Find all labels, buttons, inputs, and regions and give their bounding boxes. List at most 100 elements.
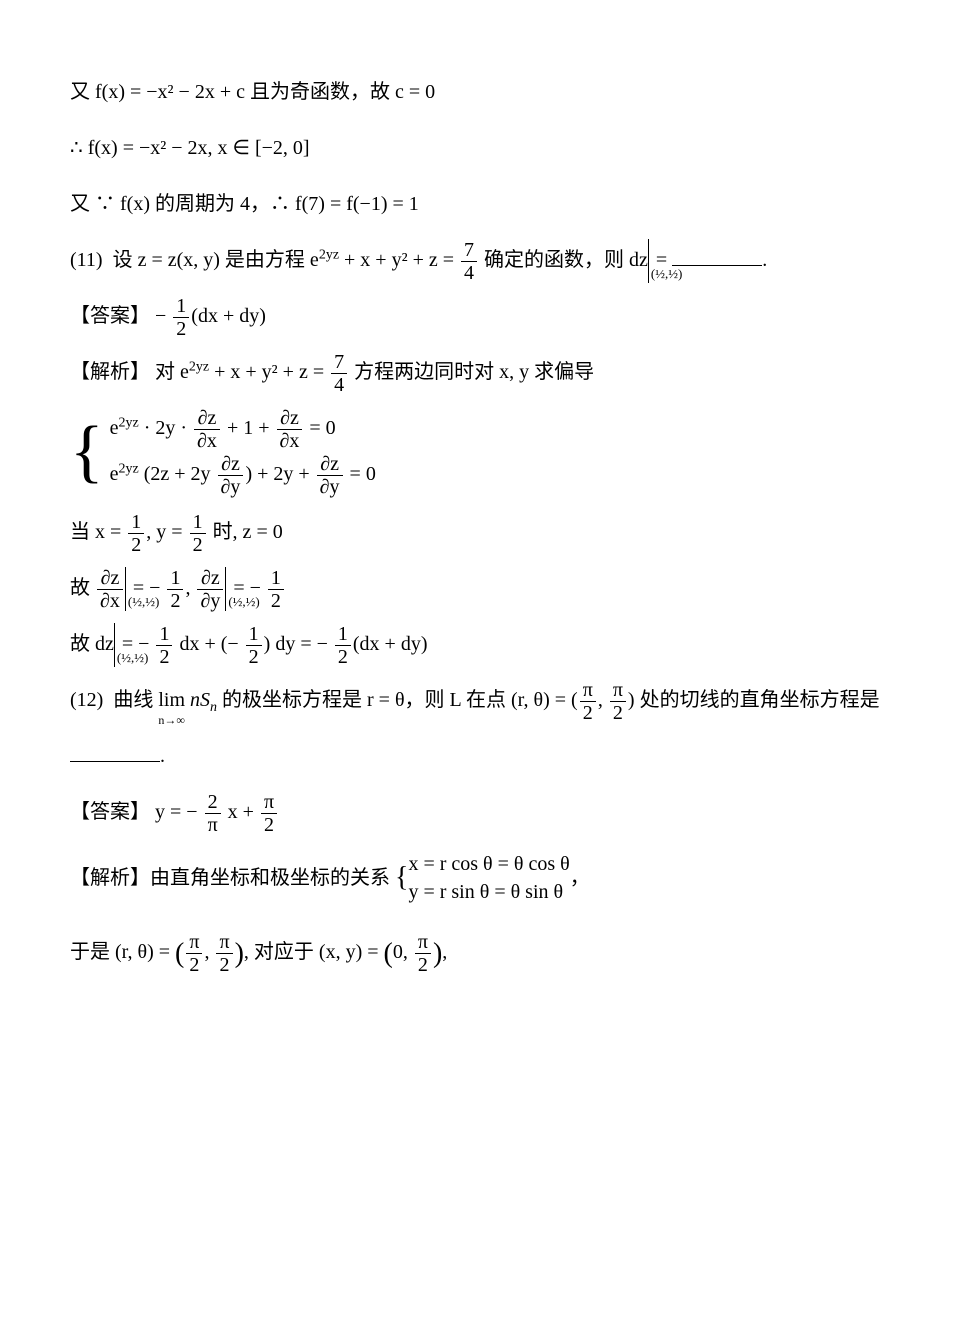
fraction: 74 <box>461 239 477 284</box>
fraction: π2 <box>580 679 596 724</box>
solution-12: 【解析】 由直角坐标和极坐标的关系 { x = r cos θ = θ cos … <box>70 844 884 911</box>
substitution-line: 当 x = 12, y = 12 时, z = 0 <box>70 508 884 556</box>
right-paren-icon: ) <box>235 938 244 969</box>
math-text: (dx + dy) <box>353 633 428 655</box>
blank-line <box>70 741 160 762</box>
math-text: 于是 (r, θ) = <box>70 941 175 963</box>
fraction: 12 <box>167 567 183 612</box>
so-label: 故 <box>70 577 95 599</box>
math-text: e2yz · 2y · <box>110 417 192 439</box>
blank-line <box>672 245 762 266</box>
fraction: π2 <box>186 931 202 976</box>
solution-label: 【解析】 <box>70 361 150 383</box>
question-12: (12) 曲线 limn→∞ nSn 的极坐标方程是 r = θ，则 L 在点 … <box>70 676 884 725</box>
fraction: π2 <box>415 931 431 976</box>
fraction: 12 <box>246 623 262 668</box>
fraction: 74 <box>331 351 347 396</box>
math-text: ) + 2y + <box>245 463 314 485</box>
polar-eq-2: y = r sin θ = θ sin θ <box>408 878 569 906</box>
period: . <box>160 745 165 767</box>
system-eq-1: e2yz · 2y · ∂z∂x + 1 + ∂z∂x = 0 <box>110 406 376 452</box>
comma: , <box>185 577 195 599</box>
question-number: (12) <box>70 689 103 711</box>
math-text: dz <box>95 633 114 655</box>
fraction: 12 <box>335 623 351 668</box>
math-text: + x + y² + z = <box>339 249 459 271</box>
math-text: 对 e <box>155 361 189 383</box>
math-text: ) dy = − <box>264 633 333 655</box>
fraction: 2π <box>205 791 221 836</box>
fraction: π2 <box>261 791 277 836</box>
equation-system: { e2yz · 2y · ∂z∂x + 1 + ∂z∂x = 0 e2yz (… <box>70 406 884 498</box>
question-number: (11) <box>70 249 103 271</box>
exponent: 2yz <box>319 247 339 262</box>
fraction: π2 <box>610 679 626 724</box>
exponent: 2yz <box>189 359 209 374</box>
math-text: 当 x = <box>70 521 126 543</box>
math-text: (dx + dy) <box>191 305 266 327</box>
answer-label: 【答案】 <box>70 801 150 823</box>
eval-bar: (½,½) <box>125 567 128 611</box>
fraction: 12 <box>128 511 144 556</box>
solution-label: 【解析】 <box>70 854 150 902</box>
left-brace-icon: { <box>395 844 408 911</box>
math-text: 由直角坐标和极坐标的关系 <box>150 854 390 902</box>
system-eq-2: e2yz (2z + 2y ∂z∂y) + 2y + ∂z∂y = 0 <box>110 452 376 498</box>
math-text: x + <box>223 801 259 823</box>
answer-12: 【答案】 y = − 2π x + π2 <box>70 788 884 836</box>
partial-fraction: ∂z∂x <box>194 407 220 452</box>
eval-bar: (½,½) <box>114 623 117 667</box>
partial-fraction: ∂z∂x <box>277 407 303 452</box>
math-text: ) 处的切线的直角坐标方程是 <box>628 689 880 711</box>
math-text: + x + y² + z = <box>209 361 329 383</box>
comma: , <box>598 689 608 711</box>
math-text: + 1 + <box>222 417 275 439</box>
text-line: 又 f(x) = −x² − 2x + c 且为奇函数，故 c = 0 <box>70 68 884 116</box>
partial-fraction: ∂z∂y <box>218 453 244 498</box>
dz-result: 故 dz(½,½) = − 12 dx + (− 12) dy = − 12(d… <box>70 620 884 668</box>
math-text: 确定的函数，则 dz <box>479 249 648 271</box>
math-text: dx + (− <box>174 633 243 655</box>
partial-fraction: ∂z∂x <box>97 567 123 612</box>
math-text: e2yz (2z + 2y <box>110 463 216 485</box>
math-text: 设 z = z(x, y) 是由方程 e <box>113 249 319 271</box>
answer-label: 【答案】 <box>70 305 150 327</box>
left-brace-icon: { <box>70 420 104 483</box>
question-11: (11) 设 z = z(x, y) 是由方程 e2yz + x + y² + … <box>70 236 884 284</box>
question-12-blank: . <box>70 732 884 780</box>
math-text: , y = <box>146 521 187 543</box>
limit-expr: limn→∞ nSn <box>158 689 217 711</box>
comma: ， <box>570 854 590 902</box>
text-line: ∴ f(x) = −x² − 2x, x ∈ [−2, 0] <box>70 124 884 172</box>
comma: , <box>442 941 447 963</box>
left-paren-icon: ( <box>384 938 393 969</box>
so-label: 故 <box>70 633 95 655</box>
math-text: 曲线 <box>113 689 158 711</box>
partial-values: 故 ∂z∂x(½,½) = − 12, ∂z∂y(½,½) = − 12 <box>70 564 884 612</box>
left-paren-icon: ( <box>175 938 184 969</box>
right-paren-icon: ) <box>433 938 442 969</box>
text-line: 又 ∵ f(x) 的周期为 4，∴ f(7) = f(−1) = 1 <box>70 180 884 228</box>
fraction: π2 <box>216 931 232 976</box>
fraction: 12 <box>268 567 284 612</box>
math-text: = 0 <box>304 417 335 439</box>
math-text: 0, <box>393 941 413 963</box>
final-line: 于是 (r, θ) = (π2, π2), 对应于 (x, y) = (0, π… <box>70 920 884 987</box>
polar-eq-1: x = r cos θ = θ cos θ <box>408 850 569 878</box>
partial-fraction: ∂z∂y <box>317 453 343 498</box>
eval-bar: (½,½) <box>225 567 228 611</box>
fraction: 12 <box>190 511 206 556</box>
answer-11: 【答案】 − 12(dx + dy) <box>70 292 884 340</box>
math-text: 的极坐标方程是 r = θ，则 L 在点 (r, θ) = ( <box>217 689 578 711</box>
math-text: = 0 <box>345 463 376 485</box>
math-text: 方程两边同时对 x, y 求偏导 <box>349 361 594 383</box>
math-text: − <box>155 305 171 327</box>
period: . <box>762 249 767 271</box>
eval-bar: (½,½) <box>648 239 651 283</box>
math-text: , 对应于 (x, y) = <box>244 941 384 963</box>
partial-fraction: ∂z∂y <box>197 567 223 612</box>
fraction: 12 <box>156 623 172 668</box>
math-text: 时, z = 0 <box>208 521 283 543</box>
math-text: y = − <box>155 801 203 823</box>
fraction: 12 <box>173 295 189 340</box>
